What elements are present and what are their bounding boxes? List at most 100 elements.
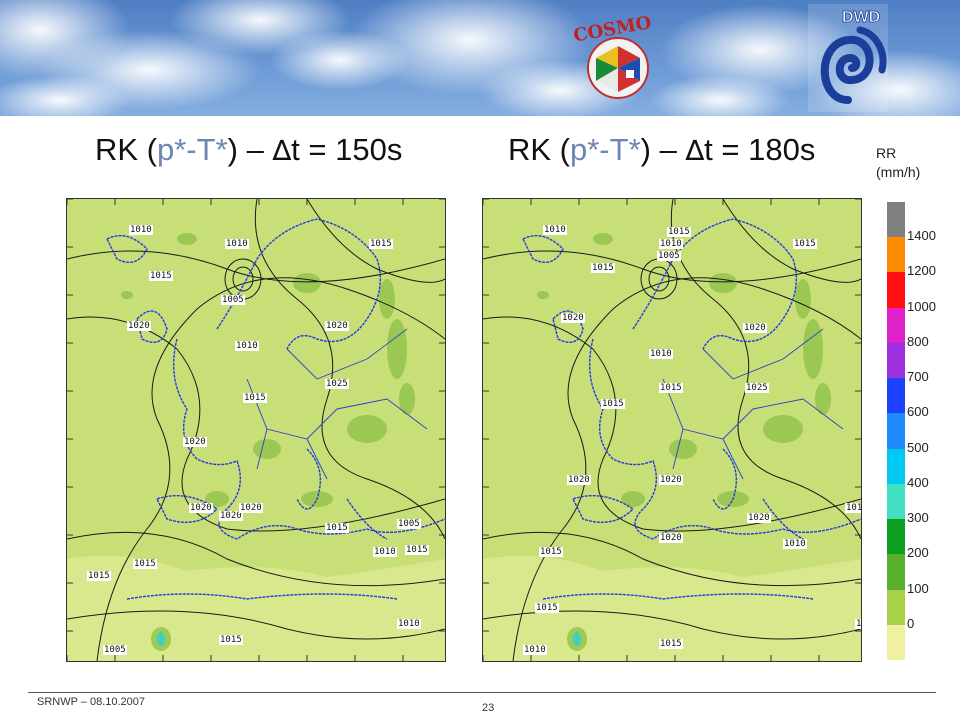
precip-patch [803, 319, 823, 379]
coastline [216, 218, 382, 350]
colorbar-segment [887, 483, 905, 520]
isobar-label: 1010 [225, 239, 249, 249]
isobar-label: 1010 [649, 349, 673, 359]
country-border [336, 398, 428, 430]
isobar-label: 1005 [397, 519, 421, 529]
colorbar-segment [887, 589, 905, 626]
colorbar-segment [887, 554, 905, 591]
isobar-label: 1020 [747, 513, 771, 523]
isobar-label: 1015 [219, 635, 243, 645]
colorbar-label: 200 [907, 545, 929, 561]
precip-patch [621, 491, 645, 507]
coastline [346, 498, 388, 540]
coastline [296, 448, 321, 510]
coastline [552, 310, 584, 343]
isobar-label: 1005 [657, 251, 681, 261]
colorbar-label: 500 [907, 439, 929, 455]
isobar-label: 1020 [659, 475, 683, 485]
dwd-logo-text: DWD [842, 9, 880, 26]
isobar-label: 1015 [405, 545, 429, 555]
map-dt-180: 1010 1015 1010 1005 1015 1015 1020 1020 1010 1015… [482, 198, 862, 662]
colorbar-label: 1200 [907, 263, 936, 279]
dwd-logo: DWD [808, 4, 888, 112]
isobar-label: 1015 [601, 399, 625, 409]
colorbar-segment [887, 342, 905, 379]
country-border [722, 438, 744, 480]
isobar-label: 1020 [239, 503, 263, 513]
colorbar-segment [887, 307, 905, 344]
isobar-label: 1015 [539, 547, 563, 557]
isobar-label: 1020 [561, 313, 585, 323]
coastline [126, 593, 398, 600]
isobar [67, 531, 445, 587]
footer-event-date: SRNWP – 08.10.2007 [37, 696, 146, 708]
isobar-label: 1005 [855, 619, 861, 629]
isobar-low [640, 258, 678, 300]
precip-patch [293, 273, 321, 293]
precip-max-cell [573, 632, 581, 646]
isobar [512, 277, 861, 661]
country-border [672, 428, 684, 470]
precip-patch [709, 273, 737, 293]
isobar-label: 1010 [373, 547, 397, 557]
isobar-label: 1015 [535, 603, 559, 613]
isobar-label: 1020 [325, 321, 349, 331]
coastline [588, 338, 861, 540]
colorbar-label: 100 [907, 580, 929, 596]
isobar [722, 199, 861, 283]
isobar [483, 531, 861, 587]
isobar-label: 1015 [659, 639, 683, 649]
isobar [483, 316, 861, 532]
colorbar [887, 202, 905, 661]
country-border [662, 378, 754, 440]
isobar-label: 1015 [659, 383, 683, 393]
colorbar-label: 300 [907, 510, 929, 526]
colorbar-segment [887, 272, 905, 309]
isobar-label: 1025 [325, 379, 349, 389]
colorbar-label: 0 [907, 615, 915, 631]
precip-patch [537, 291, 549, 299]
precip-patch [379, 279, 395, 319]
colorbar-label: 400 [907, 474, 929, 490]
isobar-label: 1020 [219, 511, 243, 521]
isobar-label: 1020 [659, 533, 683, 543]
isobar-label: 1015 [149, 271, 173, 281]
isobar [67, 610, 445, 640]
coastline [712, 448, 737, 510]
isobar [306, 199, 445, 283]
precip-patch [177, 233, 197, 245]
title-dt-150: RK (p*-T*) – ∆t = 150s [95, 132, 403, 167]
page-number: 23 [482, 702, 495, 714]
isobar [67, 250, 445, 283]
map-canvas [483, 199, 861, 661]
header-banner: COSMO DWD [0, 0, 960, 116]
precip-patch [763, 415, 803, 443]
isobar-label: 1010 [523, 645, 547, 655]
country-border [256, 428, 268, 470]
precip-patch [815, 383, 831, 415]
legend-title: RR (mm/h) [876, 145, 921, 180]
coastline [542, 593, 814, 600]
country-border [366, 328, 408, 360]
colorbar-segment [887, 624, 905, 661]
country-border [246, 378, 338, 440]
colorbar-label: 1000 [907, 298, 936, 314]
isobar-label: 1015 [325, 523, 349, 533]
isobar-label: 1015 [87, 571, 111, 581]
coastline [172, 338, 445, 540]
cosmo-logo: COSMO [572, 12, 653, 99]
isobar-label: 1020 [743, 323, 767, 333]
precip-patch [593, 233, 613, 245]
colorbar-label: 700 [907, 369, 929, 385]
precip-max-cell [157, 632, 165, 646]
isobar-label: 1025 [745, 383, 769, 393]
precip-patch [795, 279, 811, 319]
colorbar-segment [887, 448, 905, 485]
isobar-label: 1005 [221, 295, 245, 305]
coastline [136, 310, 168, 343]
isobar-label: 1010 [659, 239, 683, 249]
isobar [96, 277, 445, 661]
title-dt-180: RK (p*-T*) – ∆t = 180s [508, 132, 816, 167]
isobar-label: 1005 [103, 645, 127, 655]
isobar-label: 1020 [567, 475, 591, 485]
